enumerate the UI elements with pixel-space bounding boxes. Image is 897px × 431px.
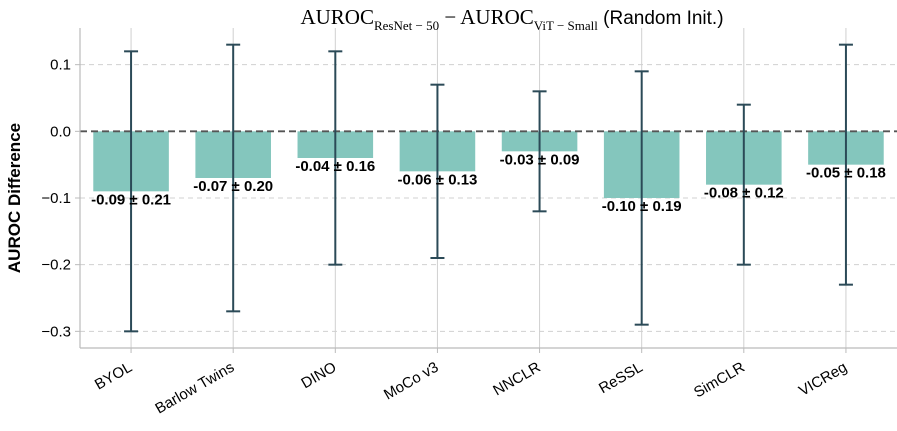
x-tick-label: SimCLR [691,359,748,402]
data-label: -0.09 ± 0.21 [91,191,171,208]
x-tick-label: Barlow Twins [152,359,237,418]
y-axis-label: AUROC Difference [5,123,24,273]
y-tick-label: −0.1 [41,190,71,207]
x-tick-label: BYOL [92,359,135,394]
data-label: -0.06 ± 0.13 [397,171,477,188]
x-tick-label: MoCo v3 [381,359,441,404]
title-subscript-1: ResNet − 50 [374,18,439,33]
data-label: -0.07 ± 0.20 [193,178,273,195]
data-label: -0.05 ± 0.18 [806,165,886,182]
axes [79,28,897,349]
title-subscript-2: ViT − Small [534,18,598,33]
data-label: -0.04 ± 0.16 [295,158,375,175]
title-prefix: AUROC [300,5,374,29]
data-label: -0.10 ± 0.19 [602,198,682,215]
x-tick-label: DINO [298,359,339,392]
data-label: -0.03 ± 0.09 [500,151,580,168]
tick-labels: 0.1 0.0 −0.1 −0.2 −0.3 BYOL Barlow Twins DINO Mo… [41,57,850,418]
x-tick-label: NNCLR [490,359,543,400]
data-labels: -0.09 ± 0.21 -0.07 ± 0.20 -0.04 ± 0.16 -0.0… [91,151,886,215]
x-tick-label: ReSSL [596,359,646,397]
data-label: -0.08 ± 0.12 [704,185,784,202]
title-minus: − AUROC [439,5,534,29]
error-bars [124,43,853,333]
y-tick-label: −0.2 [41,257,71,274]
title-suffix: (Random Init.) [598,8,724,29]
chart-title: AUROCResNet − 50 − AUROCViT − Small (Ran… [300,5,723,33]
x-tick-label: VICReg [796,359,850,400]
y-tick-label: −0.3 [41,323,71,340]
y-tick-label: 0.1 [50,57,71,74]
y-tick-label: 0.0 [50,123,71,140]
